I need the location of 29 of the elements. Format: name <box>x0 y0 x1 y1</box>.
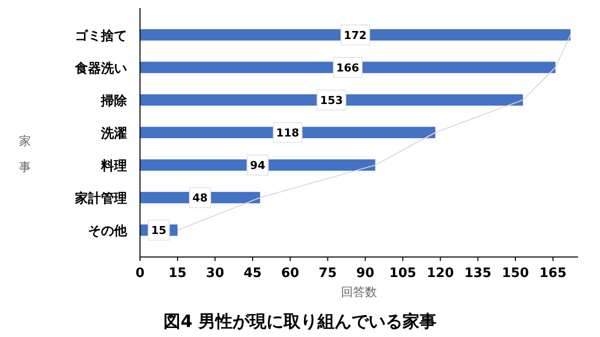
x-tick-label: 60 <box>281 266 300 281</box>
y-tick-label: 料理 <box>100 159 127 174</box>
x-tick-label: 150 <box>502 266 529 281</box>
text: 図4 男性が現に取り組んでいる家事 <box>164 312 436 332</box>
y-axis-title: 家事 <box>19 134 31 174</box>
y-tick-label: 掃除 <box>100 94 128 109</box>
x-tick-label: 90 <box>356 266 374 281</box>
data-label: 48 <box>192 192 208 205</box>
x-tick-label: 165 <box>539 266 567 281</box>
data-label: 15 <box>151 224 166 238</box>
y-tick-label: 洗濯 <box>100 126 127 142</box>
x-tick-label: 15 <box>168 266 187 281</box>
data-label: 172 <box>344 28 367 42</box>
y-tick-label: 食器洗い <box>74 61 127 76</box>
x-tick-label: 105 <box>389 266 416 281</box>
x-tick-label: 120 <box>426 266 454 281</box>
x-tick-label: 45 <box>244 266 262 281</box>
data-label: 94 <box>250 159 266 172</box>
x-tick-label: 75 <box>318 266 337 281</box>
data-label: 166 <box>336 61 360 74</box>
y-tick-label: ゴミ捨て <box>75 28 127 44</box>
x-axis-title: 回答数 <box>341 285 377 299</box>
data-label: 118 <box>276 126 300 140</box>
x-tick-label: 0 <box>135 266 145 281</box>
x-tick-label: 30 <box>206 266 224 281</box>
x-tick-label: 135 <box>464 266 492 281</box>
data-label: 153 <box>320 94 343 107</box>
y-tick-label: その他 <box>88 224 128 240</box>
y-tick-label: 家計管理 <box>74 190 127 207</box>
